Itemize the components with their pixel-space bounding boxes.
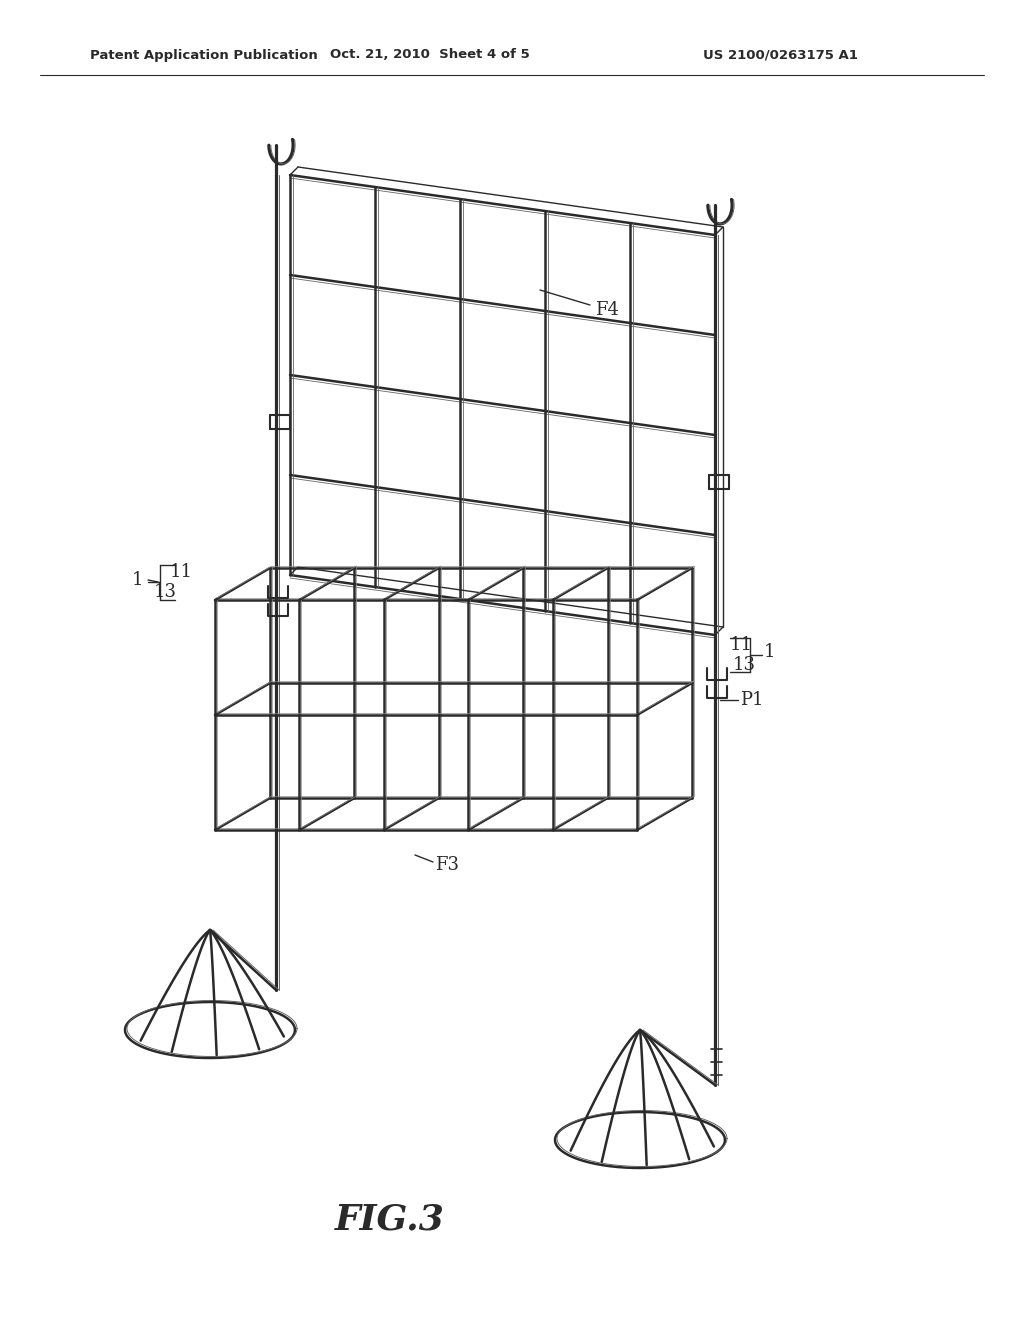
Text: 1: 1 bbox=[131, 572, 143, 589]
Text: P1: P1 bbox=[740, 690, 764, 709]
Text: Patent Application Publication: Patent Application Publication bbox=[90, 49, 317, 62]
Text: US 2100/0263175 A1: US 2100/0263175 A1 bbox=[702, 49, 857, 62]
Text: F4: F4 bbox=[595, 301, 618, 319]
Text: 11: 11 bbox=[170, 564, 193, 581]
Text: 1: 1 bbox=[764, 643, 775, 661]
Text: 13: 13 bbox=[154, 583, 177, 601]
Text: 13: 13 bbox=[733, 656, 756, 675]
Text: FIG.3: FIG.3 bbox=[335, 1203, 445, 1237]
Text: F3: F3 bbox=[435, 855, 459, 874]
Text: Oct. 21, 2010  Sheet 4 of 5: Oct. 21, 2010 Sheet 4 of 5 bbox=[330, 49, 529, 62]
Text: 11: 11 bbox=[730, 636, 753, 653]
